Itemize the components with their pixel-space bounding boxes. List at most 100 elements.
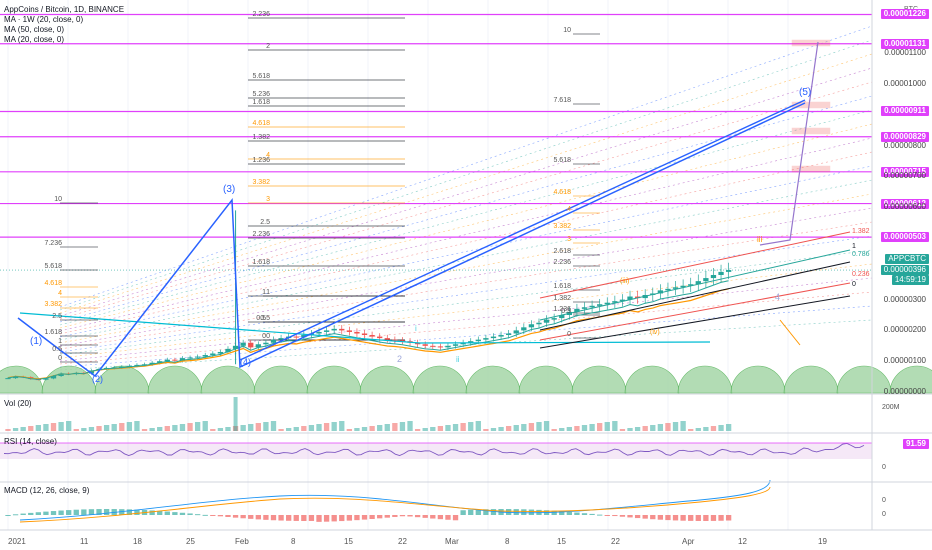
- volume-bar: [589, 424, 595, 431]
- ma3-legend[interactable]: MA (20, close, 0): [4, 35, 65, 44]
- volume-bar: [392, 423, 398, 431]
- macd-pane-label[interactable]: MACD (12, 26, close, 9): [4, 486, 90, 495]
- volume-bar: [217, 428, 224, 431]
- fib-level-label: 2.5: [260, 219, 270, 226]
- candle-body: [58, 373, 64, 376]
- volume-pane: [5, 397, 732, 431]
- resistance-price-tag: 0.00000829: [880, 131, 929, 142]
- volume-pane-label[interactable]: Vol (20): [4, 399, 32, 408]
- volume-bar: [103, 425, 110, 431]
- session-bubble: [0, 365, 44, 394]
- fib-level-label: 2.236: [252, 231, 270, 238]
- candle-body: [513, 330, 519, 334]
- time-axis-label: 2021: [8, 537, 26, 546]
- volume-bar: [384, 424, 390, 431]
- channel-line: [539, 261, 851, 331]
- time-axis-label: 12: [738, 537, 747, 546]
- macd-histogram-bar: [551, 510, 557, 515]
- volume-bar: [574, 426, 580, 431]
- macd-histogram-bar: [361, 515, 368, 520]
- volume-bar: [452, 424, 459, 431]
- session-bubble: [253, 365, 309, 394]
- fib-level-label: 0.5: [561, 308, 571, 315]
- macd-histogram-bar: [505, 509, 512, 515]
- price-axis-label: 0.00000200: [883, 325, 926, 335]
- macd-histogram-bar: [248, 515, 254, 519]
- candle-body: [521, 327, 527, 331]
- volume-bar: [50, 423, 57, 431]
- fib-level-label: 2.5: [52, 313, 62, 320]
- macd-signal-line: [19, 486, 771, 523]
- macd-histogram-bar: [581, 513, 588, 515]
- volume-bar: [5, 429, 11, 431]
- ma-green: [7, 280, 729, 380]
- candle-body: [688, 284, 694, 286]
- volume-bar: [316, 424, 322, 431]
- candle-body: [157, 361, 163, 363]
- candle-body: [468, 341, 474, 343]
- candle-body: [12, 376, 19, 379]
- session-bubble: [306, 365, 362, 394]
- fib-fan-line: [59, 81, 873, 320]
- volume-bar: [581, 425, 588, 431]
- candle-body: [134, 364, 140, 366]
- volume-bar: [475, 421, 481, 431]
- volume-bar: [414, 429, 421, 431]
- volume-bar: [718, 425, 724, 431]
- fib-level-label: 1.236: [553, 306, 571, 313]
- volume-bar: [369, 426, 375, 431]
- candle-body: [210, 353, 216, 356]
- volume-bar: [597, 423, 603, 431]
- fib-level-label: 5.618: [44, 263, 62, 270]
- macd-histogram-bar: [710, 515, 717, 521]
- macd-histogram-bar: [657, 515, 664, 520]
- candle-body: [703, 278, 709, 282]
- macd-histogram-bar: [483, 509, 489, 515]
- fib-level-label: 5.236: [252, 91, 270, 98]
- macd-histogram-bar: [202, 514, 208, 516]
- candle-body: [217, 351, 224, 354]
- volume-bar: [172, 425, 178, 431]
- candle-body: [665, 288, 671, 291]
- macd-histogram-bar: [270, 515, 277, 521]
- volume-bar: [460, 423, 466, 431]
- symbol-title[interactable]: AppCoins / Bitcoin, 1D, BINANCE: [4, 5, 125, 14]
- candle-body: [126, 365, 133, 367]
- fib-level-label: 1: [266, 289, 270, 296]
- macd-histogram-bar: [286, 515, 292, 521]
- macd-histogram-bar: [437, 515, 444, 520]
- rsi-pane-label[interactable]: RSI (14, close): [4, 437, 57, 446]
- fib-fan-line: [59, 67, 873, 317]
- macd-histogram-bar: [354, 515, 360, 521]
- current-price-tag: 14:59:19: [891, 275, 929, 286]
- ma-cyan-line: [419, 341, 711, 344]
- fib-level-label: 0: [567, 331, 571, 338]
- volume-bar: [468, 422, 474, 431]
- ma2-legend[interactable]: MA (50, close, 0): [4, 25, 65, 34]
- volume-bar: [725, 424, 732, 431]
- fib-fan-line: [59, 39, 873, 311]
- rsi-line: [3, 442, 865, 456]
- time-axis-label: 22: [611, 537, 620, 546]
- fib-level-label: 1: [58, 338, 62, 345]
- macd-histogram-bar: [278, 515, 284, 521]
- volume-bar: [66, 421, 72, 431]
- ma-cyan-line: [19, 312, 421, 344]
- candle-body: [179, 358, 186, 361]
- macd-histogram-bar: [725, 515, 732, 521]
- macd-histogram-bar: [81, 509, 87, 515]
- volume-bar: [323, 423, 330, 431]
- volume-bar: [263, 422, 269, 431]
- candle-body: [680, 285, 686, 288]
- macd-histogram-bar: [672, 515, 679, 521]
- volume-bar: [308, 425, 315, 431]
- fib-level-label: 1.382: [553, 295, 571, 302]
- macd-histogram-bar: [179, 512, 186, 515]
- ma1-legend[interactable]: MA · 1W (20, close, 0): [4, 15, 84, 24]
- session-bubbles: [0, 365, 932, 394]
- macd-histogram-bar: [384, 515, 390, 518]
- candle-body: [316, 331, 322, 334]
- volume-bar: [240, 425, 246, 431]
- macd-histogram-bar: [103, 509, 110, 515]
